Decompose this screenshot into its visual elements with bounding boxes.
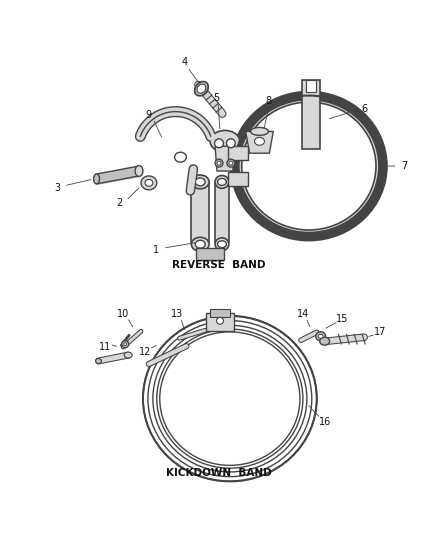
Ellipse shape xyxy=(215,175,229,188)
Text: 7: 7 xyxy=(402,161,408,171)
Polygon shape xyxy=(191,184,209,243)
Text: 3: 3 xyxy=(54,183,60,193)
Text: 8: 8 xyxy=(265,96,272,106)
Text: REVERSE  BAND: REVERSE BAND xyxy=(172,260,266,270)
Ellipse shape xyxy=(215,139,223,148)
Polygon shape xyxy=(215,146,235,171)
Text: 17: 17 xyxy=(374,327,386,337)
Text: 1: 1 xyxy=(153,245,159,255)
Ellipse shape xyxy=(175,152,187,162)
Text: 11: 11 xyxy=(99,342,112,352)
Bar xyxy=(206,313,234,330)
Bar xyxy=(228,172,247,186)
Text: 2: 2 xyxy=(116,198,122,208)
Ellipse shape xyxy=(195,240,205,248)
Ellipse shape xyxy=(218,241,226,248)
Ellipse shape xyxy=(251,127,268,135)
Ellipse shape xyxy=(191,237,209,251)
Ellipse shape xyxy=(215,238,229,251)
Ellipse shape xyxy=(197,84,206,93)
Ellipse shape xyxy=(141,176,157,190)
Text: KICKDOWN  BAND: KICKDOWN BAND xyxy=(166,468,272,478)
Ellipse shape xyxy=(124,352,132,358)
Polygon shape xyxy=(215,184,229,243)
Ellipse shape xyxy=(227,159,235,167)
Text: 4: 4 xyxy=(181,57,187,67)
Ellipse shape xyxy=(135,166,143,176)
Bar xyxy=(210,309,230,317)
Text: 6: 6 xyxy=(361,103,367,114)
Ellipse shape xyxy=(122,341,129,348)
Text: 9: 9 xyxy=(146,110,152,119)
Bar xyxy=(302,80,320,149)
Text: 12: 12 xyxy=(139,347,151,357)
Ellipse shape xyxy=(318,334,323,338)
Ellipse shape xyxy=(217,161,221,165)
Bar xyxy=(306,80,316,92)
Ellipse shape xyxy=(210,131,240,152)
Text: 16: 16 xyxy=(318,417,331,427)
Ellipse shape xyxy=(195,178,205,186)
Text: 15: 15 xyxy=(336,314,349,325)
Bar xyxy=(196,248,224,260)
Bar xyxy=(228,146,247,160)
Text: 5: 5 xyxy=(213,93,219,103)
Text: 10: 10 xyxy=(117,309,129,319)
Text: 14: 14 xyxy=(297,309,309,319)
Ellipse shape xyxy=(94,174,99,184)
Ellipse shape xyxy=(235,95,383,237)
Ellipse shape xyxy=(226,139,235,148)
Ellipse shape xyxy=(191,175,209,189)
Ellipse shape xyxy=(316,332,325,341)
Ellipse shape xyxy=(95,359,102,364)
Ellipse shape xyxy=(242,102,376,230)
Ellipse shape xyxy=(320,337,329,345)
Ellipse shape xyxy=(215,159,223,167)
Ellipse shape xyxy=(218,179,226,185)
Ellipse shape xyxy=(216,317,223,324)
Ellipse shape xyxy=(145,180,153,187)
Ellipse shape xyxy=(229,161,233,165)
Ellipse shape xyxy=(254,138,265,146)
Polygon shape xyxy=(246,132,273,153)
Ellipse shape xyxy=(124,343,127,346)
Text: 13: 13 xyxy=(171,309,184,319)
Ellipse shape xyxy=(194,82,208,96)
